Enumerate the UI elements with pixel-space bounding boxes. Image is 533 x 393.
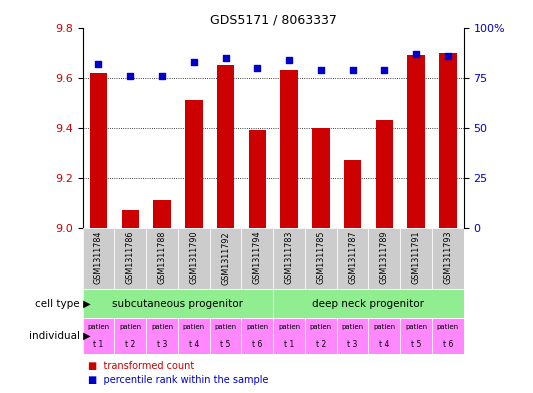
Bar (115, 318, 146, 354)
Text: GSM1311793: GSM1311793 (443, 231, 453, 285)
Bar (241, 318, 273, 354)
Bar (241, 228, 273, 289)
Bar (337, 318, 368, 354)
Text: patien: patien (405, 324, 427, 330)
Bar (400, 228, 432, 289)
Bar (209, 318, 241, 354)
Bar (209, 228, 241, 289)
Point (158, 72, 166, 79)
Text: t 2: t 2 (316, 340, 326, 349)
Bar (376, 120, 393, 228)
Bar (337, 228, 368, 289)
Point (94, 61, 103, 67)
Text: ▶: ▶ (80, 331, 91, 341)
Bar (217, 65, 235, 228)
Point (443, 52, 452, 59)
Point (348, 66, 357, 73)
Text: t 1: t 1 (284, 340, 294, 349)
Bar (273, 318, 305, 354)
Point (285, 57, 293, 63)
Title: GDS5171 / 8063337: GDS5171 / 8063337 (209, 13, 337, 26)
Bar (312, 128, 329, 228)
Bar (83, 318, 115, 354)
Text: patien: patien (278, 324, 300, 330)
Point (190, 59, 198, 65)
Text: GSM1311790: GSM1311790 (189, 231, 198, 285)
Text: t 5: t 5 (411, 340, 421, 349)
Bar (83, 228, 115, 289)
Text: t 2: t 2 (125, 340, 135, 349)
Text: GSM1311784: GSM1311784 (94, 231, 103, 285)
Text: t 4: t 4 (189, 340, 199, 349)
Bar (122, 210, 139, 228)
Text: patien: patien (342, 324, 364, 330)
Bar (344, 160, 361, 228)
Bar (305, 318, 337, 354)
Text: subcutaneous progenitor: subcutaneous progenitor (112, 299, 244, 309)
Bar (146, 318, 178, 354)
Bar (432, 318, 464, 354)
Bar (305, 228, 337, 289)
Bar (178, 228, 209, 289)
Text: patien: patien (437, 324, 459, 330)
Bar (83, 289, 273, 318)
Text: GSM1311791: GSM1311791 (411, 231, 421, 285)
Bar (432, 228, 464, 289)
Text: t 3: t 3 (157, 340, 167, 349)
Text: patien: patien (373, 324, 395, 330)
Text: t 6: t 6 (442, 340, 453, 349)
Point (317, 66, 325, 73)
Text: cell type: cell type (35, 299, 80, 309)
Text: t 4: t 4 (379, 340, 390, 349)
Bar (280, 70, 298, 228)
Text: ■  transformed count: ■ transformed count (88, 361, 194, 371)
Bar (407, 55, 425, 228)
Bar (146, 228, 178, 289)
Text: deep neck progenitor: deep neck progenitor (312, 299, 424, 309)
Text: patien: patien (151, 324, 173, 330)
Text: patien: patien (183, 324, 205, 330)
Text: GSM1311789: GSM1311789 (380, 231, 389, 285)
Text: patien: patien (119, 324, 141, 330)
Text: patien: patien (214, 324, 237, 330)
Bar (248, 130, 266, 228)
Point (380, 66, 389, 73)
Bar (439, 53, 457, 228)
Text: t 6: t 6 (252, 340, 262, 349)
Text: ■  percentile rank within the sample: ■ percentile rank within the sample (88, 375, 269, 385)
Bar (273, 289, 464, 318)
Bar (90, 73, 107, 228)
Text: patien: patien (246, 324, 268, 330)
Text: GSM1311794: GSM1311794 (253, 231, 262, 285)
Text: ▶: ▶ (80, 299, 91, 309)
Bar (115, 228, 146, 289)
Point (412, 50, 421, 57)
Point (221, 54, 230, 61)
Point (126, 72, 134, 79)
Text: patien: patien (310, 324, 332, 330)
Bar (368, 228, 400, 289)
Text: GSM1311783: GSM1311783 (285, 231, 294, 285)
Text: t 3: t 3 (348, 340, 358, 349)
Point (253, 64, 262, 71)
Text: t 5: t 5 (220, 340, 231, 349)
Text: GSM1311788: GSM1311788 (158, 231, 166, 285)
Bar (178, 318, 209, 354)
Bar (273, 228, 305, 289)
Text: individual: individual (29, 331, 80, 341)
Bar (400, 318, 432, 354)
Text: GSM1311785: GSM1311785 (316, 231, 325, 285)
Text: GSM1311787: GSM1311787 (348, 231, 357, 285)
Bar (185, 100, 203, 228)
Bar (154, 200, 171, 228)
Text: t 1: t 1 (93, 340, 103, 349)
Bar (368, 318, 400, 354)
Text: patien: patien (87, 324, 110, 330)
Text: GSM1311792: GSM1311792 (221, 231, 230, 285)
Text: GSM1311786: GSM1311786 (126, 231, 135, 285)
